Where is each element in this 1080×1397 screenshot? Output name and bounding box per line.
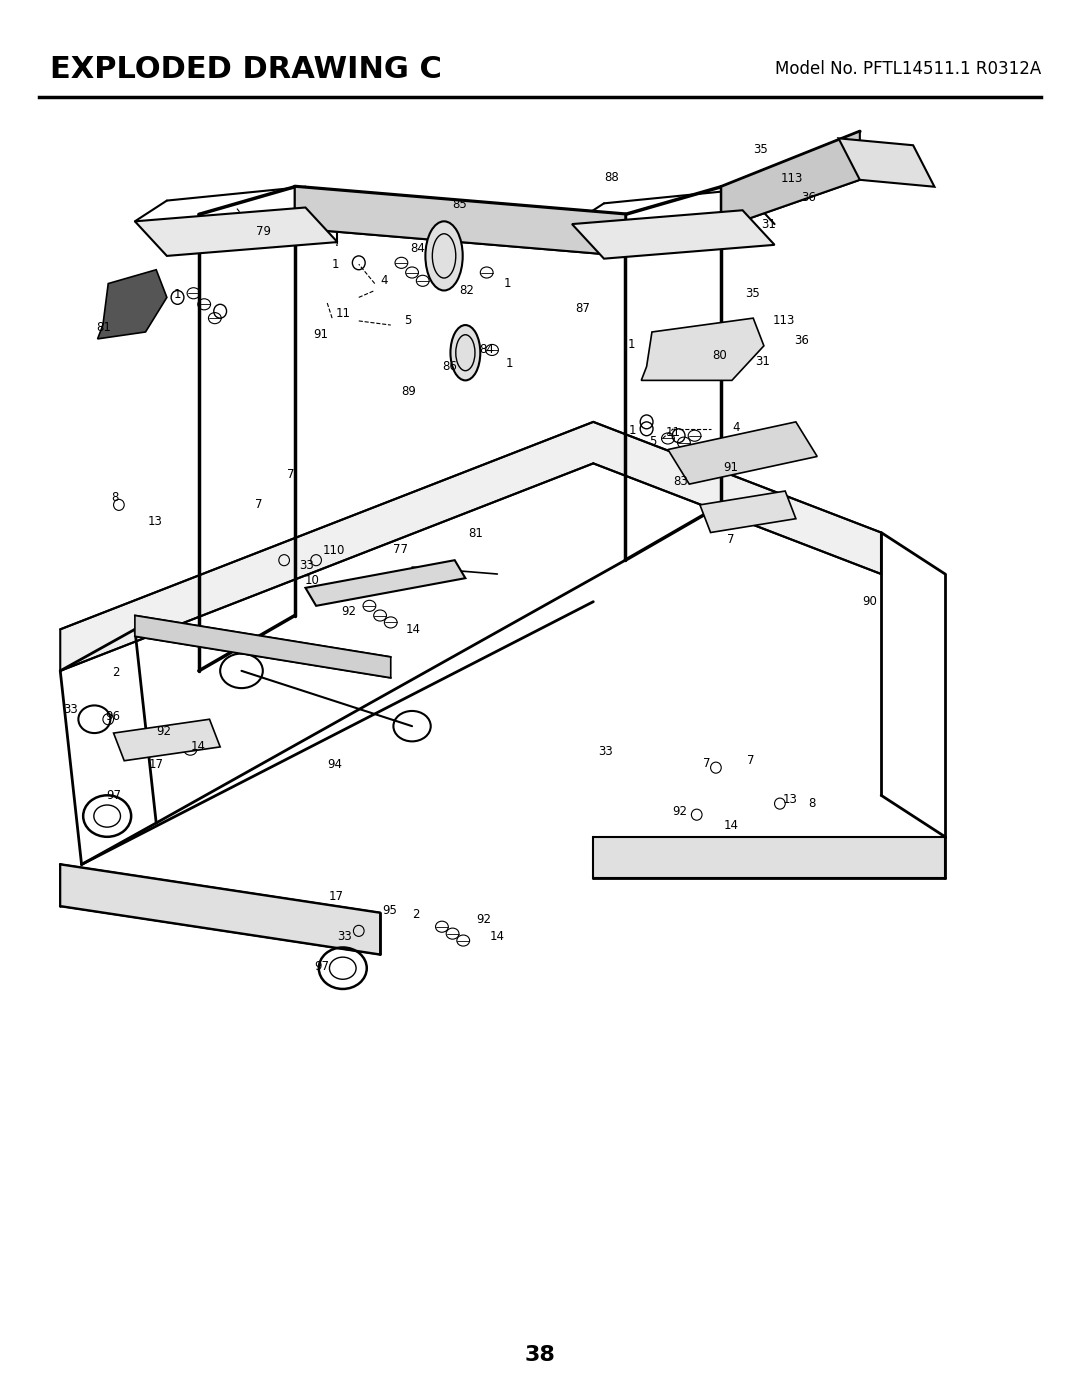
- Text: 92: 92: [157, 725, 172, 738]
- Text: 7: 7: [255, 499, 262, 511]
- Text: 11: 11: [335, 307, 350, 320]
- Text: 1: 1: [505, 358, 513, 370]
- Text: 14: 14: [406, 623, 421, 636]
- Text: 113: 113: [772, 314, 795, 327]
- Text: 33: 33: [337, 930, 352, 943]
- Text: 2: 2: [413, 908, 419, 921]
- Text: 8: 8: [809, 798, 816, 810]
- Text: 33: 33: [299, 559, 314, 573]
- Ellipse shape: [426, 221, 462, 291]
- Text: 92: 92: [341, 605, 356, 617]
- Text: 7: 7: [287, 468, 295, 481]
- Text: 5: 5: [405, 314, 411, 327]
- Polygon shape: [295, 187, 625, 256]
- Text: 81: 81: [96, 321, 111, 334]
- Text: 94: 94: [327, 759, 341, 771]
- Text: 5: 5: [649, 434, 657, 448]
- Text: 91: 91: [724, 461, 739, 474]
- Text: 84: 84: [410, 243, 424, 256]
- Text: 36: 36: [801, 191, 816, 204]
- Text: 85: 85: [453, 198, 468, 211]
- Text: 35: 35: [745, 286, 759, 300]
- Text: 2: 2: [112, 666, 120, 679]
- Text: 92: 92: [476, 914, 491, 926]
- Text: 88: 88: [604, 170, 619, 183]
- Polygon shape: [113, 719, 220, 761]
- Text: 7: 7: [727, 532, 734, 546]
- Text: 11: 11: [665, 426, 680, 440]
- Text: 1: 1: [503, 277, 511, 291]
- Text: 113: 113: [781, 172, 804, 184]
- Polygon shape: [135, 208, 337, 256]
- Text: 87: 87: [576, 302, 590, 314]
- Polygon shape: [721, 131, 860, 228]
- Text: 14: 14: [490, 930, 504, 943]
- Polygon shape: [593, 837, 945, 879]
- Polygon shape: [306, 560, 465, 606]
- Text: 4: 4: [732, 420, 740, 434]
- Text: 97: 97: [314, 960, 329, 974]
- Text: 33: 33: [64, 703, 79, 717]
- Polygon shape: [572, 211, 774, 258]
- Text: Model No. PFTL14511.1 R0312A: Model No. PFTL14511.1 R0312A: [774, 60, 1041, 78]
- Text: 33: 33: [597, 745, 612, 757]
- Text: 10: 10: [305, 574, 320, 587]
- Text: 17: 17: [329, 890, 343, 902]
- Polygon shape: [97, 270, 167, 339]
- Polygon shape: [60, 422, 881, 671]
- Text: 36: 36: [794, 334, 809, 346]
- Text: 35: 35: [753, 142, 768, 156]
- Text: 31: 31: [755, 355, 770, 367]
- Text: 91: 91: [313, 328, 328, 341]
- Text: 14: 14: [724, 819, 739, 833]
- Text: 80: 80: [713, 349, 728, 362]
- Polygon shape: [60, 865, 380, 954]
- Text: 81: 81: [469, 528, 484, 541]
- Polygon shape: [838, 138, 934, 187]
- Text: 1: 1: [627, 338, 635, 351]
- Text: 90: 90: [862, 595, 877, 608]
- Text: 95: 95: [382, 904, 397, 916]
- Text: 79: 79: [256, 225, 271, 237]
- Text: 77: 77: [393, 542, 408, 556]
- Text: 4: 4: [380, 274, 388, 288]
- Polygon shape: [700, 490, 796, 532]
- Text: 38: 38: [525, 1345, 555, 1365]
- Polygon shape: [642, 319, 764, 380]
- Text: 97: 97: [106, 789, 121, 802]
- Text: 110: 110: [323, 543, 345, 557]
- Text: 1: 1: [173, 288, 180, 302]
- Text: 83: 83: [673, 475, 688, 488]
- Text: 86: 86: [442, 360, 457, 373]
- Text: 31: 31: [760, 218, 775, 231]
- Text: 7: 7: [747, 754, 754, 767]
- Polygon shape: [135, 616, 391, 678]
- Text: 1: 1: [333, 257, 339, 271]
- Text: 84: 84: [480, 344, 495, 356]
- Text: 82: 82: [459, 284, 474, 298]
- Text: 89: 89: [402, 386, 416, 398]
- Text: 92: 92: [672, 806, 687, 819]
- Text: 14: 14: [190, 740, 205, 753]
- Text: 96: 96: [105, 710, 120, 724]
- Text: 8: 8: [111, 492, 119, 504]
- Text: 17: 17: [149, 759, 164, 771]
- Ellipse shape: [450, 326, 481, 380]
- Text: 7: 7: [703, 757, 711, 770]
- Text: 13: 13: [148, 515, 163, 528]
- Text: EXPLODED DRAWING C: EXPLODED DRAWING C: [50, 54, 442, 84]
- Text: 1: 1: [629, 423, 636, 437]
- Text: 13: 13: [783, 793, 798, 806]
- Polygon shape: [667, 422, 818, 485]
